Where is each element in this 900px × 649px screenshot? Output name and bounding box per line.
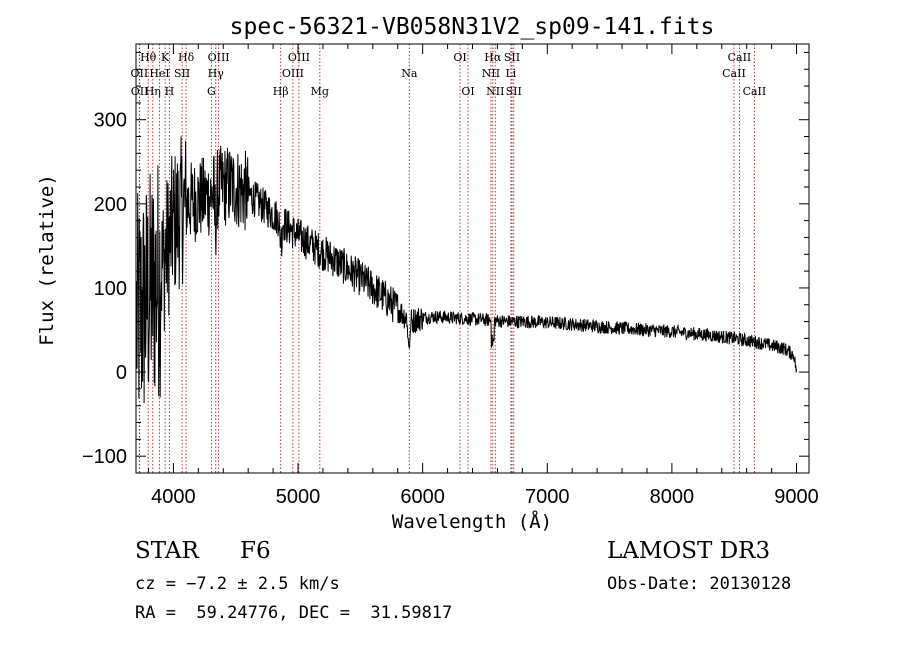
line-label: H — [165, 85, 175, 98]
line-label: SII — [506, 85, 522, 98]
line-label: Hδ — [178, 51, 195, 64]
line-label: OIII — [282, 67, 304, 80]
y-tick-label: 300 — [94, 110, 127, 132]
line-label: OI — [461, 85, 474, 98]
line-label: Hβ — [273, 85, 289, 98]
subclass: F6 — [240, 538, 271, 564]
survey-name: LAMOST DR3 — [607, 538, 771, 564]
spectrum-line — [136, 136, 797, 404]
line-label: NII — [482, 67, 500, 80]
y-tick-label: 200 — [94, 194, 127, 216]
line-label: OIII — [288, 51, 310, 64]
line-label: NII — [486, 85, 504, 98]
x-tick-label: 9000 — [774, 486, 819, 508]
y-tick-label: 0 — [116, 362, 127, 384]
line-label: OI — [453, 51, 466, 64]
x-tick-label: 8000 — [650, 486, 695, 508]
line-label: Hη — [145, 85, 161, 98]
line-label: HeI — [149, 67, 169, 80]
line-markers — [138, 44, 755, 473]
x-tick-labels: 4000 5000 6000 7000 8000 9000 — [151, 486, 819, 508]
redshift: cz = −7.2 ± 2.5 km/s — [135, 574, 340, 594]
line-label: Mg — [311, 85, 329, 98]
line-label: Na — [401, 67, 418, 80]
line-label: CaII — [743, 85, 767, 98]
line-label: Hθ — [140, 51, 157, 64]
line-label: CaII — [728, 51, 752, 64]
y-tick-label: −100 — [82, 446, 127, 468]
plot-frame — [135, 43, 810, 474]
line-label: CaII — [722, 67, 746, 80]
line-label: SII — [174, 67, 190, 80]
x-tick-label: 4000 — [151, 486, 196, 508]
coordinates: RA = 59.24776, DEC = 31.59817 — [135, 603, 453, 623]
line-label: Hγ — [208, 67, 225, 80]
y-tick-labels: −100 0 100 200 300 — [82, 110, 127, 468]
x-tick-label: 7000 — [525, 486, 570, 508]
line-label: SII — [504, 51, 520, 64]
line-label: Hα — [484, 51, 502, 64]
line-label: OII — [131, 67, 149, 80]
line-label: K — [161, 51, 170, 64]
y-axis-label: Flux (relative) — [36, 174, 58, 346]
obs-date: Obs-Date: 20130128 — [607, 574, 792, 594]
x-tick-label: 6000 — [400, 486, 445, 508]
line-label: Li — [505, 67, 516, 80]
axis-ticks — [136, 44, 809, 473]
line-label: OIII — [208, 51, 230, 64]
object-class: STAR — [135, 538, 199, 564]
y-tick-label: 100 — [94, 278, 127, 300]
chart-title: spec-56321-VB058N31V2_sp09-141.fits — [230, 14, 715, 40]
x-axis-label: Wavelength (Å) — [392, 510, 552, 533]
line-label: G — [207, 85, 216, 98]
x-tick-label: 5000 — [276, 486, 321, 508]
line-label: OII — [131, 85, 149, 98]
